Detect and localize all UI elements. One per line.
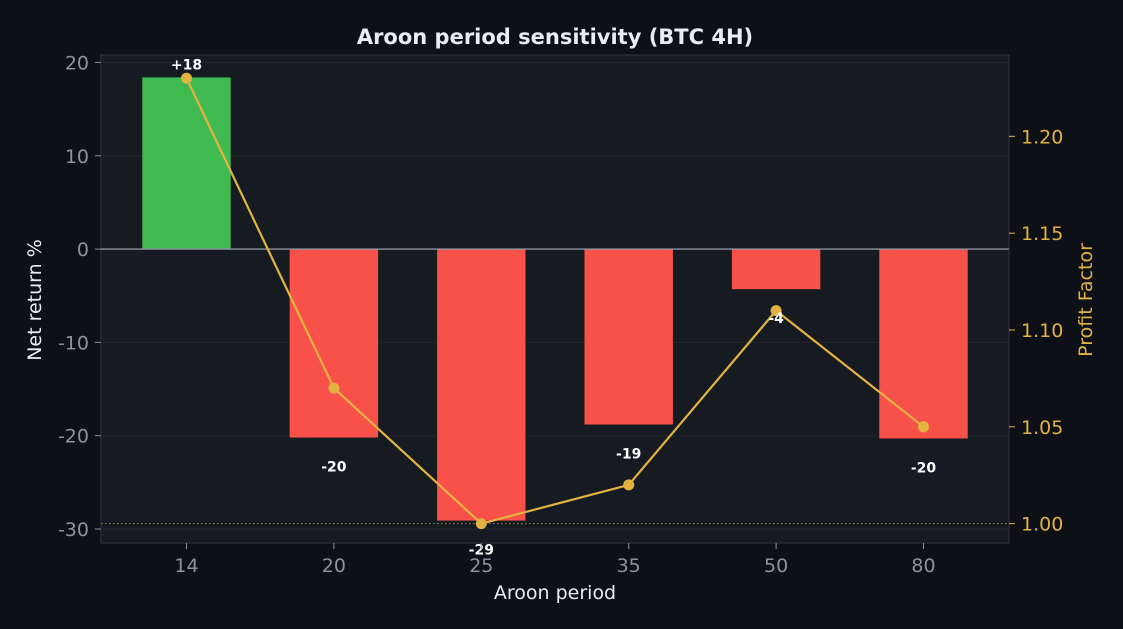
bar-25 — [437, 249, 526, 521]
data-label-25: -29 — [469, 543, 494, 559]
data-label-14: +18 — [171, 57, 202, 73]
pf-point-25 — [475, 518, 487, 530]
y-tick-label: -20 — [58, 426, 89, 448]
data-label-20: -20 — [321, 460, 347, 476]
axes-layer: 20 10 0 -10 -20 -30 1.20 1.15 1.10 1.05 1.00 14 20 25… — [58, 52, 1063, 577]
y-tick-label: 0 — [77, 239, 89, 261]
profit-factor-line — [185, 77, 925, 525]
data-labels-layer: +18 -20 -29 -19 -4 -20 — [171, 57, 937, 558]
y2-tick-label: 1.15 — [1021, 223, 1063, 245]
pf-point-50 — [770, 305, 782, 317]
y2-tick-label: 1.00 — [1021, 514, 1063, 536]
bar-50 — [731, 249, 821, 290]
reference-line-layer — [101, 248, 1009, 525]
x-tick-label: 14 — [174, 555, 198, 577]
pf-point-20 — [328, 382, 340, 394]
y-axis-label: Net return % — [24, 239, 46, 361]
y-tick-label: -10 — [58, 332, 89, 354]
line-series-layer — [180, 72, 930, 530]
y-tick-label: -30 — [58, 519, 89, 541]
x-tick-label: 50 — [764, 555, 788, 577]
data-label-80: -20 — [911, 460, 937, 476]
y2-axis-label: Profit Factor — [1075, 243, 1097, 357]
grid-layer — [101, 61, 1009, 530]
y2-tick-label: 1.10 — [1021, 320, 1063, 342]
x-axis-label: Aroon period — [494, 582, 616, 604]
y2-tick-label: 1.05 — [1021, 417, 1063, 439]
pf-point-80 — [918, 421, 930, 433]
plot-area — [100, 54, 1010, 544]
bar-80 — [879, 249, 968, 439]
data-label-35: -19 — [616, 446, 641, 462]
bar-35 — [584, 249, 673, 425]
bar-14 — [142, 77, 231, 250]
pf-point-14 — [180, 72, 192, 84]
y-tick-label: 20 — [65, 52, 89, 74]
y2-tick-label: 1.20 — [1021, 126, 1063, 148]
bar-20 — [289, 249, 379, 438]
x-tick-label: 20 — [322, 555, 346, 577]
x-tick-label: 25 — [469, 555, 493, 577]
chart-title: Aroon period sensitivity (BTC 4H) — [357, 25, 753, 49]
data-label-50: -4 — [768, 311, 784, 327]
bars-layer — [142, 77, 968, 521]
y-tick-label: 10 — [65, 146, 89, 168]
x-tick-label: 35 — [617, 555, 641, 577]
pf-point-35 — [623, 479, 635, 491]
x-tick-label: 80 — [911, 555, 935, 577]
